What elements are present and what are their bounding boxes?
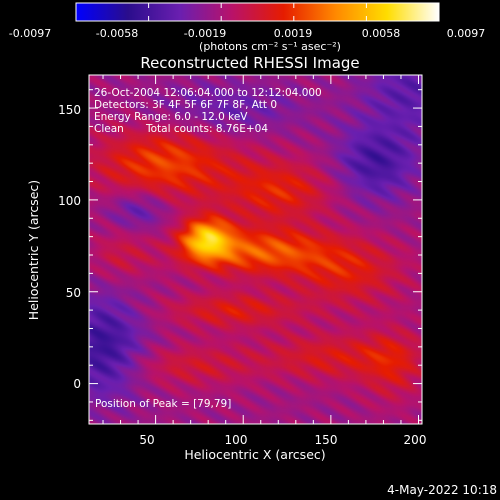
colorbar-unit-label: (photons cm⁻² s⁻¹ asec⁻²) [199,40,341,53]
colorbar: -0.0097 -0.0058 -0.0019 0.0019 0.0058 0.… [9,2,486,53]
annotations: 26-Oct-2004 12:06:04.000 to 12:12:04.000… [94,87,322,410]
x-tick-label-50: 50 [139,433,154,447]
colorbar-tick-label-3: 0.0019 [274,27,313,40]
y-tick-label-0: 0 [73,377,81,391]
colorbar-ticks [75,3,440,21]
footer-date: 4-May-2022 10:18 [387,483,497,497]
y-axis-title: Heliocentric Y (arcsec) [26,180,41,320]
heatmap-image-holder [89,75,422,424]
y-tick-label-100: 100 [58,194,81,208]
colorbar-tick-label-0: -0.0097 [9,27,51,40]
annotation-detectors: Detectors: 3F 4F 5F 6F 7F 8F, Att 0 [94,99,277,111]
annotation-peak: Position of Peak = [79,79] [95,398,231,410]
x-tick-label-150: 150 [315,433,338,447]
colorbar-tick-label-2: -0.0019 [184,27,226,40]
heatmap-image [89,75,422,424]
x-axis-title: Heliocentric X (arcsec) [184,447,325,462]
y-tick-label-150: 150 [58,103,81,117]
colorbar-gradient [75,2,440,22]
x-tick-label-100: 100 [225,433,248,447]
axis-ticks [89,75,422,424]
plot-area [88,74,423,425]
annotation-energy: Energy Range: 6.0 - 12.0 keV [94,111,248,123]
x-tick-label-200: 200 [404,433,427,447]
colorbar-tick-label-5: 0.0097 [447,27,486,40]
annotation-time-range: 26-Oct-2004 12:06:04.000 to 12:12:04.000 [94,87,322,99]
colorbar-tick-label-4: 0.0058 [362,27,401,40]
annotation-counts: Total counts: 8.76E+04 [145,123,268,135]
chart-title: Reconstructed RHESSI Image [140,54,359,72]
y-tick-label-50: 50 [66,286,81,300]
plot-frame [88,74,423,425]
annotation-method: Clean [94,123,124,135]
colorbar-tick-label-1: -0.0058 [96,27,138,40]
